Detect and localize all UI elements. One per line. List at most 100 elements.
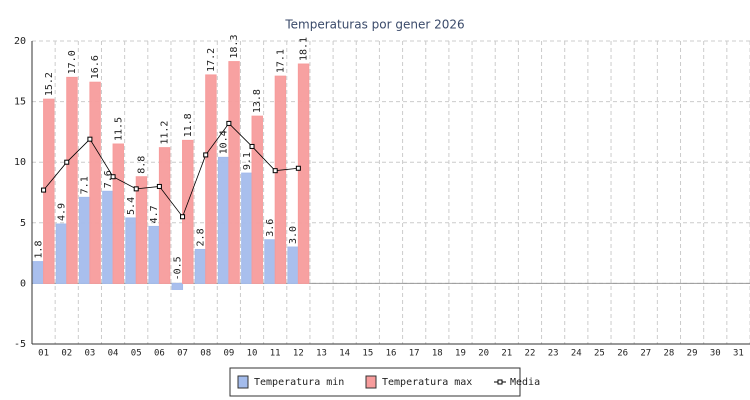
bar [171, 282, 184, 290]
x-tick-label: 14 [339, 349, 350, 359]
y-tick-label: 5 [20, 218, 26, 229]
value-label: 1.8 [33, 241, 44, 259]
x-tick-label: 03 [84, 349, 95, 359]
value-label: 7.6 [103, 170, 114, 188]
x-tick-label: 18 [432, 349, 443, 359]
line-marker [180, 214, 186, 220]
x-tick-label: 28 [664, 349, 675, 359]
value-label: 18.1 [299, 37, 310, 61]
bar [125, 217, 137, 284]
value-label: 2.8 [195, 228, 206, 246]
value-label: 17.0 [67, 50, 78, 74]
x-tick-label: 30 [710, 349, 721, 359]
value-label: 18.3 [229, 35, 240, 59]
bar [55, 223, 68, 284]
value-label: 11.2 [160, 121, 171, 145]
value-label: 17.2 [206, 48, 217, 72]
line-marker [156, 183, 162, 189]
bar [148, 225, 160, 284]
value-label: 4.7 [149, 205, 160, 223]
x-tick-label: 25 [594, 349, 605, 359]
x-tick-label: 21 [501, 349, 512, 359]
bar [32, 261, 45, 284]
legend-swatch [365, 375, 377, 389]
value-label: 5.4 [126, 197, 137, 215]
y-tick-label: -5 [14, 339, 26, 350]
value-label: 3.6 [265, 219, 276, 237]
bar [217, 156, 230, 284]
bar [78, 196, 91, 284]
line-marker [41, 187, 47, 193]
bar [112, 143, 124, 284]
line-marker [249, 143, 255, 149]
bar [251, 115, 263, 284]
x-tick-label: 06 [154, 349, 165, 359]
bar [194, 248, 207, 284]
x-tick-label: 09 [223, 349, 234, 359]
value-label: 15.2 [44, 72, 55, 96]
value-label: 13.8 [252, 89, 263, 113]
x-tick-label: 10 [247, 349, 258, 359]
line-marker [295, 165, 301, 171]
bar [182, 139, 194, 284]
x-tick-label: 01 [38, 349, 49, 359]
y-tick-label: 0 [20, 278, 26, 289]
bar [135, 176, 148, 284]
x-tick-label: 22 [525, 349, 536, 359]
x-tick-label: 15 [362, 349, 373, 359]
x-tick-label: 29 [687, 349, 698, 359]
bar [241, 172, 253, 284]
value-label: 11.8 [183, 113, 194, 137]
y-tick-label: 10 [14, 157, 26, 168]
x-tick-label: 19 [455, 349, 466, 359]
x-tick-label: 08 [200, 349, 211, 359]
x-tick-label: 05 [131, 349, 142, 359]
x-tick-label: 20 [478, 349, 489, 359]
x-tick-label: 04 [108, 349, 119, 359]
x-tick-label: 31 [733, 349, 744, 359]
x-tick-label: 12 [293, 349, 304, 359]
bar [102, 190, 114, 284]
x-tick-label: 16 [386, 349, 397, 359]
bar [274, 75, 287, 284]
value-label: 9.1 [242, 152, 253, 170]
chart-title: Temperaturas por gener 2026 [284, 18, 464, 32]
x-tick-label: 27 [640, 349, 651, 359]
x-tick-label: 07 [177, 349, 188, 359]
y-tick-label: 15 [14, 97, 26, 108]
value-label: 4.9 [57, 203, 68, 221]
legend-label: Temperatura max [382, 377, 472, 388]
bar [228, 61, 240, 284]
legend-label: Media [510, 377, 540, 388]
value-label: 16.6 [90, 55, 101, 79]
value-label: -0.5 [172, 256, 183, 280]
bar [287, 246, 299, 284]
bar [66, 76, 78, 284]
bar [89, 81, 101, 284]
value-label: 17.1 [275, 49, 286, 73]
value-label: 8.8 [136, 156, 147, 174]
bar [264, 239, 276, 284]
line-marker [87, 136, 93, 142]
x-tick-label: 23 [548, 349, 559, 359]
x-tick-label: 02 [61, 349, 72, 359]
x-tick-label: 13 [316, 349, 327, 359]
value-label: 10.4 [219, 130, 230, 154]
value-label: 11.5 [113, 117, 124, 141]
x-tick-label: 17 [409, 349, 420, 359]
value-label: 7.1 [80, 176, 91, 194]
bar [158, 147, 171, 284]
bar [205, 74, 217, 284]
legend-label: Temperatura min [254, 377, 344, 388]
x-tick-label: 24 [571, 349, 582, 359]
legend-marker [497, 379, 503, 385]
line-marker [110, 174, 116, 180]
line-marker [203, 152, 209, 158]
value-label: 3.0 [288, 226, 299, 244]
line [43, 122, 299, 218]
line-marker [133, 186, 139, 192]
x-tick-label: 26 [617, 349, 628, 359]
x-tick-label: 11 [270, 349, 281, 359]
line-marker [64, 159, 70, 165]
bar [297, 63, 310, 284]
